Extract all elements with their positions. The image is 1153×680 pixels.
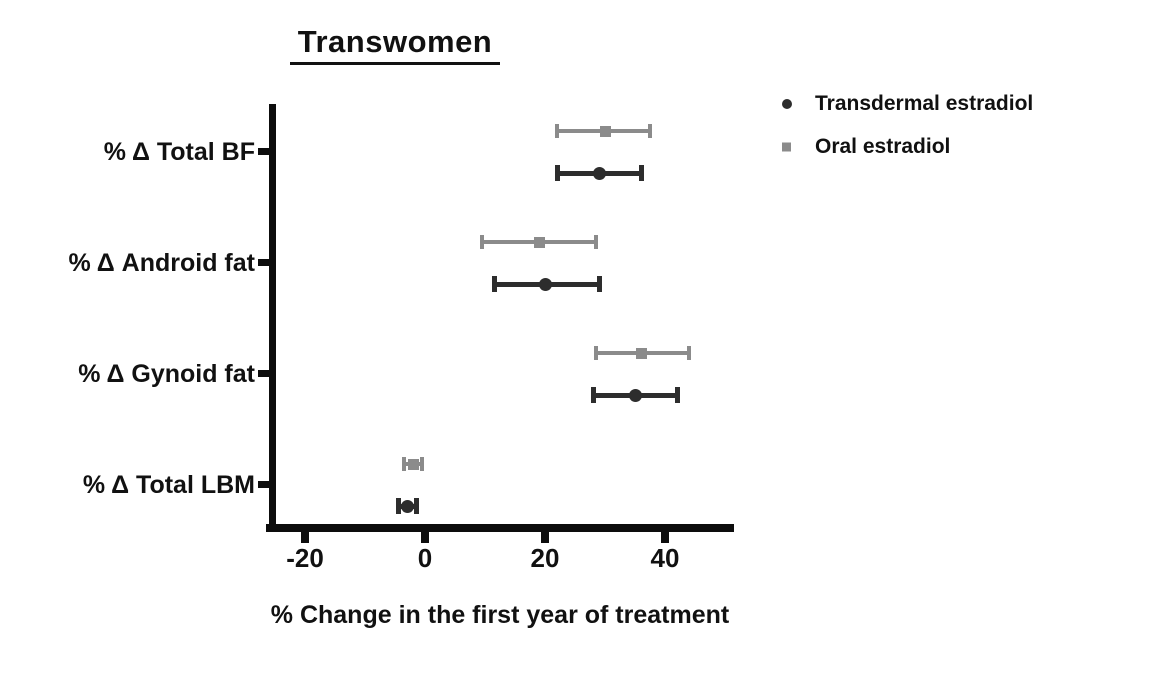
y-tick [258,148,269,155]
y-tick [258,370,269,377]
data-point-circle [400,499,414,513]
x-tick-label: 40 [650,543,680,573]
error-bar-cap [491,276,497,292]
error-bar-cap [555,124,559,138]
x-tick-label: 0 [417,543,433,573]
x-tick [301,532,309,543]
x-tick [541,532,549,543]
legend-label: Oral estradiol [815,135,951,158]
x-tick [661,532,669,543]
error-bar-cap [594,346,598,360]
category-label-total-bf: % Δ Total BF [103,138,255,166]
category-label-total-lbm: % Δ Total LBM [82,471,255,499]
chart-title: Transwomen [230,24,560,65]
data-point-circle [538,277,552,291]
error-bar-cap [402,457,406,471]
y-tick [258,259,269,266]
error-bar-cap [687,346,691,360]
y-tick [258,481,269,488]
data-point-square [533,236,545,248]
error-bar-cap [674,387,680,403]
category-label-android-fat: % Δ Android fat [68,249,255,277]
x-axis-label: % Change in the first year of treatment [270,601,730,629]
legend-label: Transdermal estradiol [815,92,1034,115]
chart-title-text: Transwomen [289,24,501,65]
error-bar-cap [596,276,602,292]
error-bar-cap [413,498,419,514]
category-label-gynoid-fat: % Δ Gynoid fat [78,360,255,388]
error-bar-cap [638,165,644,181]
data-point-circle [628,388,642,402]
error-bar-cap [395,498,401,514]
x-tick-label: -20 [286,543,324,573]
error-bar-cap [594,235,598,249]
square-marker-icon [782,142,791,152]
y-axis-line [269,104,276,532]
data-point-square [599,125,611,137]
error-bar-cap [648,124,652,138]
error-bar-cap [590,387,596,403]
data-point-square [407,458,419,470]
circle-marker-icon [782,99,792,109]
x-tick-label: 20 [530,543,560,573]
data-point-circle [592,166,606,180]
data-point-square [635,347,647,359]
x-axis-line [266,524,734,532]
x-tick [421,532,429,543]
error-bar-cap [420,457,424,471]
error-bar-cap [554,165,560,181]
error-bar-cap [480,235,484,249]
